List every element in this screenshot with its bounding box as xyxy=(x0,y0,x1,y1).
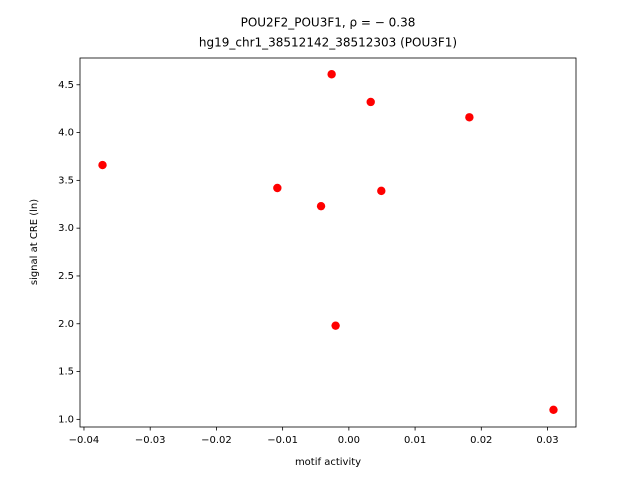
x-tick-label: −0.02 xyxy=(201,435,232,446)
chart-subtitle: hg19_chr1_38512142_38512303 (POU3F1) xyxy=(199,36,457,50)
point xyxy=(377,186,386,196)
x-tick-label: 0.02 xyxy=(470,435,492,446)
y-tick-label: 2.5 xyxy=(58,271,74,282)
y-tick-label: 1.0 xyxy=(58,414,74,425)
x-tick-label: −0.04 xyxy=(69,435,100,446)
point xyxy=(327,70,336,79)
y-tick-label: 1.5 xyxy=(58,367,74,378)
point xyxy=(549,405,558,414)
x-tick-label: −0.01 xyxy=(267,435,298,446)
y-tick-label: 4.5 xyxy=(58,80,74,91)
point xyxy=(316,201,326,211)
chart-title: POU2F2_POU3F1, ρ = − 0.38 xyxy=(241,16,416,30)
x-tick-label: 0.03 xyxy=(536,435,558,446)
y-tick-label: 2.0 xyxy=(58,319,74,330)
point xyxy=(273,183,282,193)
x-tick-label: −0.03 xyxy=(135,435,166,446)
point xyxy=(98,160,107,170)
y-axis-label: signal at CRE (ln) xyxy=(29,199,40,285)
y-tick-label: 4.0 xyxy=(58,128,74,139)
x-axis-label: motif activity xyxy=(295,457,361,468)
plot-frame xyxy=(79,57,577,428)
y-tick-label: 3.5 xyxy=(58,175,74,186)
point xyxy=(366,97,375,107)
point xyxy=(331,321,340,330)
y-tick-label: 3.0 xyxy=(58,223,74,234)
x-tick-label: 0.00 xyxy=(338,435,360,446)
x-tick-label: 0.01 xyxy=(404,435,426,446)
point xyxy=(465,113,474,122)
